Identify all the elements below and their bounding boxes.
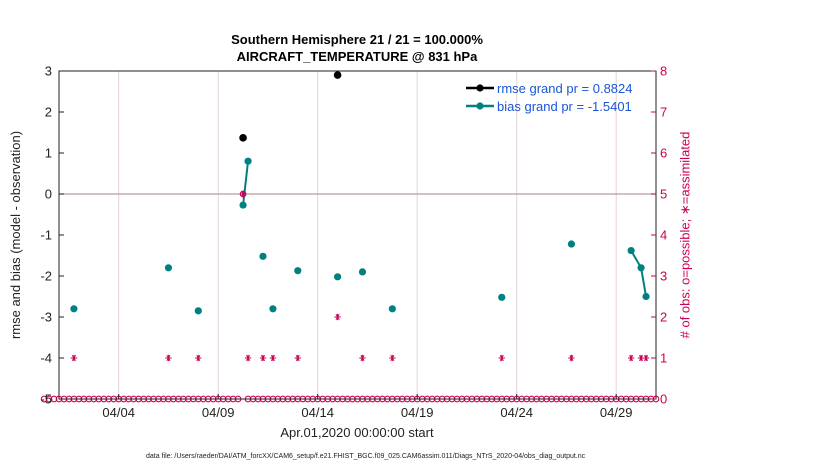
left-tick-label: 0	[45, 187, 52, 202]
chart-title-line1: Southern Hemisphere 21 / 21 = 100.000%	[231, 32, 483, 47]
plot-area	[59, 71, 656, 399]
obs-assimilated-point	[195, 354, 202, 362]
bias-point	[567, 240, 576, 248]
right-tick-label: 7	[660, 105, 667, 120]
obs-assimilated-point	[239, 190, 247, 198]
x-tick-label: 04/04	[102, 405, 135, 420]
right-tick-label: 8	[660, 64, 667, 79]
left-tick-label: -1	[40, 228, 52, 243]
grid	[118, 71, 617, 399]
obs-assimilated-point	[334, 313, 341, 321]
right-tick-label: 1	[660, 351, 667, 366]
bias-point	[244, 157, 252, 165]
obs-assimilated-point	[294, 354, 301, 362]
bias-point	[259, 252, 267, 260]
obs-assimilated-point	[568, 354, 575, 362]
obs-assimilated-point	[269, 354, 277, 362]
right-tick-label: 4	[660, 228, 667, 243]
rmse-point	[239, 134, 247, 142]
bias-point	[358, 268, 367, 276]
obs-possible-point	[40, 395, 48, 403]
right-axis-label: # of obs: o=possible; ∗=assimilated	[678, 132, 693, 339]
left-axis-label: rmse and bias (model - observation)	[8, 131, 23, 339]
left-tick-label: -2	[40, 269, 52, 284]
legend-bias-marker	[476, 102, 484, 110]
bias-point	[70, 305, 78, 313]
legend-rmse-marker	[476, 84, 484, 92]
x-axis: 04/04 04/09 04/14 04/19 04/24 04/29	[102, 394, 632, 420]
footnote: data file: /Users/raeder/DAI/ATM_forcXX/…	[146, 453, 586, 460]
obs-possible-point	[50, 395, 58, 403]
bias-point	[388, 305, 396, 313]
bias-point	[164, 264, 173, 272]
obs-assimilated-point	[359, 354, 366, 362]
obs-assimilated-point	[165, 354, 172, 362]
right-tick-label: 5	[660, 187, 667, 202]
left-axis: -5 -4 -3 -2 -1 0 1 2 3	[40, 64, 64, 407]
x-tick-label: 04/09	[202, 405, 235, 420]
left-tick-label: 3	[45, 64, 52, 79]
obs-possible-point	[45, 395, 53, 403]
series-layer	[70, 71, 650, 315]
x-tick-label: 04/19	[401, 405, 434, 420]
chart-title-line2: AIRCRAFT_TEMPERATURE @ 831 hPa	[237, 49, 478, 64]
x-tick-label: 04/24	[500, 405, 533, 420]
bias-point	[239, 201, 247, 209]
legend-rmse-label: rmse grand pr = 0.8824	[497, 81, 633, 96]
left-tick-label: -3	[40, 310, 52, 325]
obs-assimilated-point	[627, 354, 635, 362]
obs-assimilated-point	[389, 354, 396, 362]
left-tick-label: 1	[45, 146, 52, 161]
right-tick-label: 3	[660, 269, 667, 284]
obs-assimilated-point	[259, 354, 267, 362]
right-tick-label: 2	[660, 310, 667, 325]
bias-point	[642, 292, 650, 301]
obs-assimilated-point	[70, 354, 78, 362]
right-axis: 0 1 2 3 4 5 6 7 8	[651, 64, 667, 407]
x-axis-label: Apr.01,2020 00:00:00 start	[280, 425, 434, 440]
right-tick-label: 0	[660, 392, 667, 407]
legend: rmse grand pr = 0.8824 bias grand pr = -…	[466, 81, 633, 114]
left-tick-label: -5	[40, 392, 52, 407]
bias-point	[194, 307, 202, 315]
bias-line	[242, 161, 250, 206]
bias-point	[498, 293, 506, 301]
obs-assimilated-point	[498, 354, 505, 362]
bias-point	[269, 305, 277, 313]
obs-assimilated-point	[244, 354, 252, 362]
bias-point	[637, 264, 645, 272]
left-tick-label: 2	[45, 105, 52, 120]
bias-point	[294, 267, 302, 275]
right-tick-label: 6	[660, 146, 667, 161]
legend-bias-label: bias grand pr = -1.5401	[497, 99, 632, 114]
bias-point	[334, 273, 342, 281]
left-tick-label: -4	[40, 351, 52, 366]
x-tick-label: 04/29	[600, 405, 633, 420]
obs-assimilated-point	[642, 354, 650, 362]
rmse-point	[333, 71, 342, 79]
x-tick-label: 04/14	[301, 405, 334, 420]
bias-point	[627, 246, 635, 255]
